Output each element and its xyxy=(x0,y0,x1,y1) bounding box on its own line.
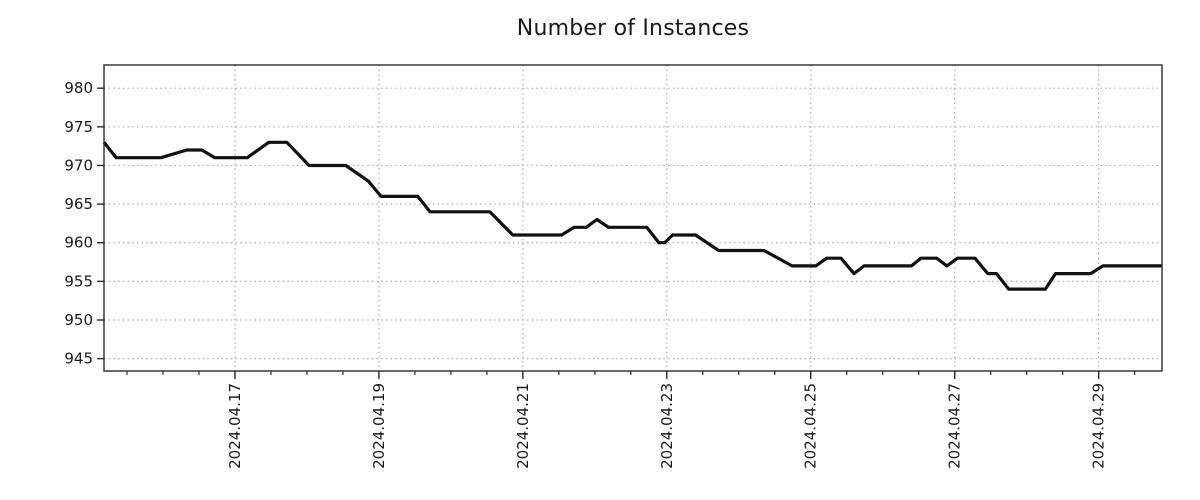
y-tick-label: 960 xyxy=(64,234,93,252)
x-tick-label: 2024.04.19 xyxy=(370,383,388,469)
y-tick-label: 975 xyxy=(64,118,93,136)
x-tick-label: 2024.04.27 xyxy=(946,383,964,469)
chart-title: Number of Instances xyxy=(516,16,750,41)
x-tick-label: 2024.04.25 xyxy=(802,383,820,469)
y-tick-label: 965 xyxy=(64,195,93,213)
x-tick-label: 2024.04.17 xyxy=(226,383,244,469)
plot-border xyxy=(103,64,1163,372)
gridlines xyxy=(104,65,1162,371)
x-tick-label: 2024.04.29 xyxy=(1090,383,1108,469)
y-tick-label: 955 xyxy=(64,272,93,290)
y-tick-label: 950 xyxy=(64,311,93,329)
axes-spines xyxy=(103,64,1163,372)
y-tick-label: 970 xyxy=(64,156,93,174)
axis-ticks xyxy=(97,87,1136,379)
x-tick-label: 2024.04.21 xyxy=(514,383,532,469)
y-tick-label: 980 xyxy=(64,79,93,97)
y-tick-label: 945 xyxy=(64,350,93,368)
series-line xyxy=(102,140,1162,291)
axis-tick-labels: 945 950 955 960 965 970 975 980 2024.04.17 2024.0… xyxy=(64,79,1107,469)
x-tick-label: 2024.04.23 xyxy=(658,383,676,469)
series-instances xyxy=(102,140,1162,291)
